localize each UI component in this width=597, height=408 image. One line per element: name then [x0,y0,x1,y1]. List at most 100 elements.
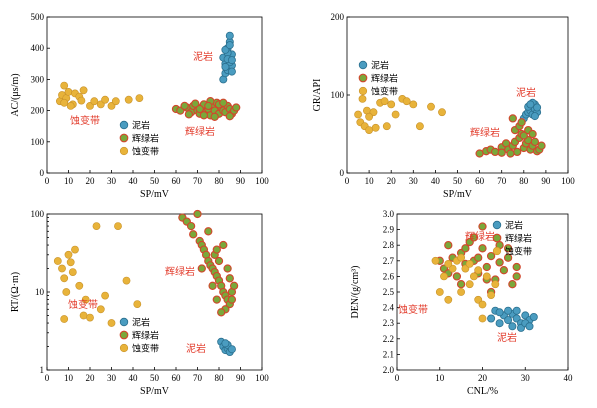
data-point [53,257,62,265]
y-tick-label: 2.4 [383,303,395,313]
legend-label: 泥岩 [505,220,523,231]
x-tick-label: 60 [475,176,485,186]
data-point [77,96,86,105]
data-point [124,95,133,104]
data-point [75,281,84,290]
data-point [71,245,79,254]
data-point [512,272,521,281]
legend-label: 蚀变带 [132,343,159,354]
data-point [225,274,234,283]
y-tick-label: 400 [31,43,45,53]
x-tick-label: 40 [564,373,574,383]
x-tick-label: 40 [129,176,139,186]
x-tick-label: 10 [435,373,445,383]
y-tick-label: 100 [331,90,345,100]
data-point [402,97,411,106]
data-point [221,339,230,348]
legend-label: 辉绿岩 [132,133,159,144]
data-point [469,233,479,242]
data-point [101,95,109,104]
data-point [365,112,373,121]
x-tick-label: 50 [150,176,160,186]
data-point [427,102,435,111]
x-tick-label: 10 [64,373,74,383]
data-point [491,280,500,289]
y-tick-label: 2.2 [383,334,394,344]
data-point [465,280,474,289]
x-tick-label: 70 [193,373,203,383]
y-tick-label: 1 [40,365,45,375]
data-point [79,86,88,95]
x-tick-label: 70 [193,176,203,186]
data-point [66,102,75,110]
x-tick-label: 70 [497,176,507,186]
legend-marker [119,343,129,353]
data-point [490,147,500,157]
data-point [409,100,418,109]
legend-marker [358,86,368,96]
series-1 [171,97,241,121]
data-point [358,95,367,103]
data-point [508,114,517,123]
y-tick-label: 2.8 [383,240,395,250]
x-tick-label: 20 [86,373,96,383]
data-point [387,100,396,109]
x-tick-label: 80 [519,176,529,186]
x-tick-label: 30 [409,176,419,186]
data-point [495,319,504,328]
data-point [221,62,230,71]
series-0 [519,98,542,123]
data-point [482,262,491,272]
data-point [197,264,206,273]
data-point [60,98,69,107]
series-0 [217,337,236,356]
data-point [508,322,517,331]
data-point [503,244,513,253]
legend-marker [119,146,129,156]
data-point [499,266,509,275]
y-tick-label: 2.7 [383,256,395,266]
y-tick-label: 10 [35,287,45,297]
legend-label: 辉绿岩 [505,233,532,244]
legend-label: 蚀变带 [132,146,159,157]
annotation-label: 辉绿岩 [470,126,500,139]
x-tick-label: 40 [431,176,441,186]
x-tick-label: 0 [45,373,50,383]
data-point [461,244,470,253]
data-point [444,295,453,304]
data-point [415,122,424,131]
x-tick-label: 100 [255,176,269,186]
series-2 [53,222,142,327]
x-tick-label: 80 [215,373,225,383]
x-tick-label: 0 [345,176,350,186]
x-tick-label: 60 [172,373,182,383]
data-point [191,99,200,108]
data-point [212,245,221,254]
data-point [530,112,539,121]
x-tick-label: 0 [395,373,400,383]
series-1 [475,114,546,158]
data-point [513,147,522,157]
data-point [469,272,478,281]
y-tick-label: 300 [31,74,45,84]
data-point [457,288,465,296]
legend-label: 泥岩 [132,120,150,131]
y-tick-label: 0 [40,168,45,178]
y-tick-label: 200 [331,12,345,22]
data-point [512,262,521,272]
y-tick-label: 2.6 [383,271,395,281]
data-point [204,227,213,236]
x-tick-label: 90 [236,373,246,383]
legend-marker [358,73,368,83]
data-point [219,98,228,107]
x-axis-label: SP/mV [140,189,170,200]
y-tick-label: 200 [31,106,45,116]
x-axis-label: SP/mV [443,189,473,200]
x-tick-label: 10 [64,176,74,186]
data-point [435,288,444,296]
legend-marker [358,60,368,70]
x-tick-label: 90 [541,176,551,186]
data-point [474,253,483,262]
scatter-panel-2: 0 10 20 30 40 50 60 70 80 90 100 0 100 200 SP/mV GR/API… [312,12,575,200]
